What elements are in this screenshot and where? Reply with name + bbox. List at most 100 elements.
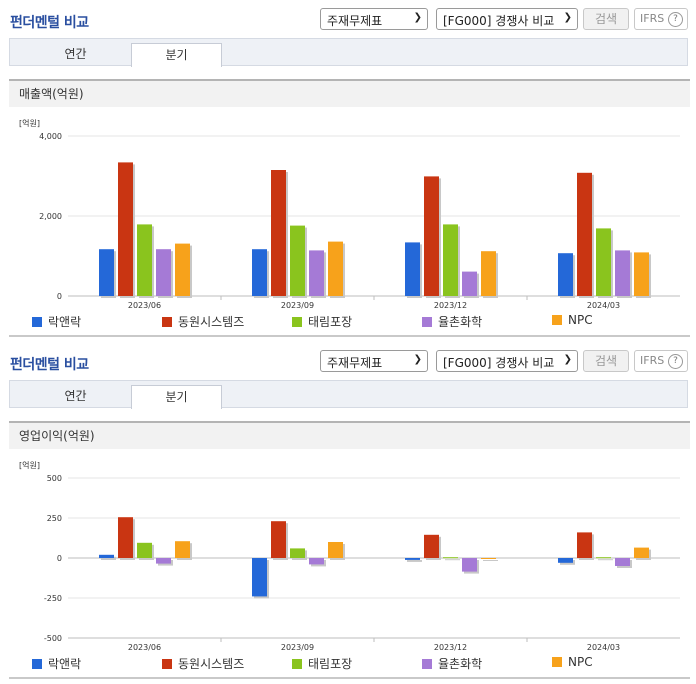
legend-swatch <box>32 317 42 327</box>
bar <box>558 253 573 296</box>
bar <box>481 558 496 559</box>
legend-item[interactable]: 락앤락 <box>32 313 81 330</box>
bar <box>309 250 324 296</box>
compare-select[interactable]: [FG000] 경쟁사 비교 ❯ <box>436 8 578 30</box>
legend-item[interactable]: 동원시스템즈 <box>162 655 244 672</box>
ifrs-button[interactable]: IFRS ? <box>634 8 688 30</box>
legend-label: 태림포장 <box>308 657 353 671</box>
legend-swatch <box>552 657 562 667</box>
legend-label: 율촌화학 <box>438 657 483 671</box>
bar <box>615 558 630 566</box>
chart-title: 영업이익(억원) <box>9 421 690 449</box>
tab-annual[interactable]: 연간 <box>64 47 87 61</box>
y-tick-label: 0 <box>57 554 62 563</box>
tab-annual[interactable]: 연간 <box>64 389 87 403</box>
bar <box>443 557 458 559</box>
legend-label: NPC <box>568 655 593 669</box>
bar <box>481 251 496 296</box>
legend-swatch <box>292 659 302 669</box>
legend-item[interactable]: NPC <box>552 313 593 327</box>
statement-select-value: 주재무제표 <box>327 14 383 28</box>
compare-select-value: [FG000] 경쟁사 비교 <box>443 356 555 370</box>
bar-shadow <box>101 556 116 560</box>
x-tick-label: 2024/03 <box>587 643 620 652</box>
legend-label: 락앤락 <box>48 315 82 329</box>
bar <box>271 521 286 558</box>
search-button[interactable]: 검색 <box>583 8 629 30</box>
ifrs-label: IFRS <box>640 12 665 25</box>
period-tabs: 연간 분기 <box>9 380 688 409</box>
compare-select-value: [FG000] 경쟁사 비교 <box>443 14 555 28</box>
search-button[interactable]: 검색 <box>583 350 629 372</box>
legend-label: 율촌화학 <box>438 315 483 329</box>
bar-shadow <box>445 559 460 561</box>
tab-quarterly[interactable]: 분기 <box>131 385 222 409</box>
x-tick-label: 2023/12 <box>434 301 467 310</box>
chevron-down-icon: ❯ <box>413 12 422 23</box>
y-tick-label: 4,000 <box>39 132 62 141</box>
bar <box>156 558 171 564</box>
bar <box>290 548 305 558</box>
bar <box>156 249 171 296</box>
revenue-chart: 0 2,000 4,000 2023/06 2023/09 2023/12 2024/03 <box>39 132 680 310</box>
legend-swatch <box>422 317 432 327</box>
bar <box>118 517 133 558</box>
help-icon: ? <box>668 354 683 369</box>
bar <box>137 224 152 296</box>
legend-item[interactable]: 율촌화학 <box>422 313 482 330</box>
legend-item[interactable]: 동원시스템즈 <box>162 313 244 330</box>
bar <box>558 558 573 563</box>
legend-swatch <box>552 315 562 325</box>
ifrs-button[interactable]: IFRS ? <box>634 350 688 372</box>
statement-select[interactable]: 주재무제표 ❯ <box>320 8 428 30</box>
legend-item[interactable]: 태림포장 <box>292 655 352 672</box>
bar <box>634 252 649 296</box>
section-header: 펀더멘털 비교 주재무제표 ❯ [FG000] 경쟁사 비교 ❯ 검색 IFRS… <box>0 342 696 382</box>
fundamental-section-revenue: 펀더멘털 비교 주재무제표 ❯ [FG000] 경쟁사 비교 ❯ 검색 IFRS… <box>0 0 696 340</box>
x-tick-label: 2023/09 <box>281 643 314 652</box>
x-tick-label: 2024/03 <box>587 301 620 310</box>
bar <box>462 558 477 572</box>
legend-label: 락앤락 <box>48 657 82 671</box>
bar <box>577 532 592 558</box>
bar <box>99 249 114 296</box>
bar <box>309 558 324 565</box>
bar <box>424 534 439 558</box>
bar <box>175 243 190 296</box>
legend-label: 동원시스템즈 <box>178 315 245 329</box>
bar <box>443 224 458 296</box>
bar <box>596 557 611 559</box>
bar <box>290 225 305 296</box>
legend-swatch <box>422 659 432 669</box>
chart-legend: 락앤락 동원시스템즈 태림포장 율촌화학 NPC <box>0 655 696 671</box>
chart-legend: 락앤락 동원시스템즈 태림포장 율촌화학 NPC <box>0 313 696 329</box>
legend-item[interactable]: 락앤락 <box>32 655 81 672</box>
bar-shadow <box>483 560 498 561</box>
bar-shadow <box>598 559 613 561</box>
operating-profit-chart: -500 -250 0 250 500 2023/06 2023/09 2023/12 2024… <box>44 474 680 652</box>
legend-item[interactable]: 태림포장 <box>292 313 352 330</box>
bar <box>99 554 114 558</box>
x-tick-label: 2023/06 <box>128 301 161 310</box>
legend-item[interactable]: NPC <box>552 655 593 669</box>
help-icon: ? <box>668 12 683 27</box>
legend-item[interactable]: 율촌화학 <box>422 655 482 672</box>
ifrs-label: IFRS <box>640 354 665 367</box>
compare-select[interactable]: [FG000] 경쟁사 비교 ❯ <box>436 350 578 372</box>
bar <box>634 547 649 558</box>
statement-select[interactable]: 주재무제표 ❯ <box>320 350 428 372</box>
bar <box>252 558 267 597</box>
y-tick-label: 2,000 <box>39 212 62 221</box>
legend-swatch <box>32 659 42 669</box>
section-header: 펀더멘털 비교 주재무제표 ❯ [FG000] 경쟁사 비교 ❯ 검색 IFRS… <box>0 0 696 40</box>
period-tabs: 연간 분기 <box>9 38 688 67</box>
tab-quarterly[interactable]: 분기 <box>131 43 222 67</box>
bar <box>252 249 267 296</box>
y-tick-label: 500 <box>47 474 62 483</box>
bar <box>615 250 630 296</box>
legend-swatch <box>162 659 172 669</box>
bar <box>577 172 592 296</box>
bar <box>462 271 477 296</box>
unit-label: [억원] <box>19 461 40 470</box>
legend-swatch <box>162 317 172 327</box>
